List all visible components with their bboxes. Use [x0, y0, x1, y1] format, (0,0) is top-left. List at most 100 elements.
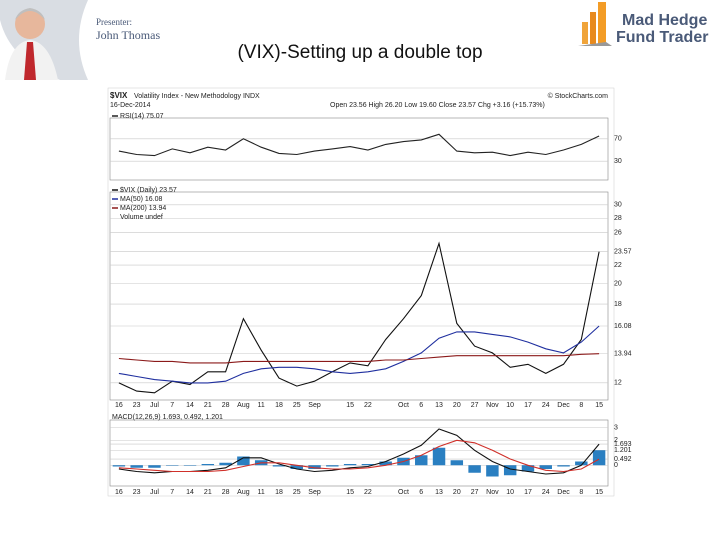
x-tick-label: 27 [471, 489, 479, 496]
x-tick-label: 15 [346, 489, 354, 496]
histogram-bar [361, 464, 375, 466]
x-tick-label: Oct [398, 402, 409, 409]
series-line [118, 325, 600, 384]
histogram-bar [183, 465, 197, 466]
x-tick-label: 11 [258, 489, 265, 496]
histogram-bar [575, 461, 588, 466]
y-tick-label: 0.492 [614, 456, 632, 463]
y-tick-label: 13.94 [614, 351, 632, 358]
x-tick-label: 10 [506, 489, 514, 496]
x-tick-label: Nov [486, 402, 499, 409]
x-tick-label: 14 [186, 402, 194, 409]
y-tick-label: 30 [614, 202, 622, 209]
presenter-tie [24, 42, 36, 80]
x-tick-label: Sep [308, 402, 321, 409]
series-line [118, 428, 600, 475]
presenter-name: John Thomas [96, 28, 160, 42]
histogram-bar [468, 465, 481, 473]
x-tick-label: Jul [150, 402, 159, 409]
legend-label: MA(200) 13.94 [120, 205, 166, 212]
brand-line: Mad Hedge [622, 12, 707, 29]
y-tick-label: 28 [614, 215, 622, 222]
histogram-bar [539, 465, 552, 469]
y-tick-label: 18 [614, 301, 622, 308]
x-tick-label: 27 [471, 402, 479, 409]
x-tick-label: 21 [204, 402, 212, 409]
legend-label: $VIX (Daily) 23.57 [120, 187, 177, 194]
x-tick-label: 25 [293, 402, 301, 409]
x-tick-label: 28 [222, 489, 230, 496]
y-tick-label: 70 [614, 136, 622, 143]
series-line [118, 241, 600, 394]
x-tick-label: 15 [346, 402, 354, 409]
histogram-bar [379, 461, 392, 466]
x-tick-label: Sep [308, 489, 321, 496]
histogram-bar [592, 450, 606, 466]
x-tick-label: Dec [557, 489, 570, 496]
x-tick-label: 6 [419, 489, 423, 496]
x-tick-label: 22 [364, 489, 372, 496]
histogram-bar [521, 465, 535, 472]
panel [109, 419, 609, 487]
panel [109, 117, 609, 181]
histogram-bar [308, 465, 321, 469]
x-tick-label: Oct [398, 489, 409, 496]
panel [109, 191, 609, 401]
series-line [118, 133, 600, 157]
y-tick-label: 16.08 [614, 323, 632, 330]
x-tick-label: 8 [579, 402, 583, 409]
header: Presenter: John Thomas (VIX)-Setting up … [0, 0, 708, 80]
y-tick-label: 23.57 [614, 249, 632, 256]
x-tick-label: 20 [453, 402, 461, 409]
histogram-bar [415, 455, 428, 466]
histogram-bar [237, 456, 250, 466]
chart-quote: Open 23.56 High 26.20 Low 19.60 Close 23… [330, 102, 545, 109]
x-tick-label: 8 [579, 489, 583, 496]
x-tick-label: Nov [486, 489, 499, 496]
logo-bar [582, 22, 588, 44]
chart-title: $VIX [110, 91, 128, 100]
x-tick-label: 7 [170, 489, 174, 496]
y-tick-label: 26 [614, 230, 622, 237]
histogram-bar [130, 465, 143, 468]
x-tick-label: 20 [453, 489, 461, 496]
y-tick-label: 22 [614, 262, 622, 269]
brand-line: Fund Trader [616, 29, 708, 46]
x-tick-label: 16 [115, 402, 123, 409]
y-tick-label: 0 [614, 462, 618, 469]
legend-label: RSI(14) 75.07 [120, 113, 164, 120]
slide-title: (VIX)-Setting up a double top [237, 42, 482, 63]
x-tick-label: 24 [542, 489, 550, 496]
logo-bar [590, 12, 596, 44]
presenter-face [15, 9, 45, 39]
x-tick-label: 22 [364, 402, 372, 409]
y-tick-label: 3 [614, 425, 618, 432]
x-tick-label: 23 [133, 489, 141, 496]
chart-date: 16-Dec-2014 [110, 102, 151, 109]
histogram-bar [219, 462, 232, 466]
histogram-bar [166, 465, 179, 466]
histogram-bar [326, 465, 339, 467]
logo-base [578, 42, 612, 46]
x-tick-label: 16 [115, 489, 123, 496]
x-tick-label: 18 [275, 402, 283, 409]
x-tick-label: Dec [557, 402, 570, 409]
x-tick-label: Aug [237, 402, 250, 409]
x-tick-label: 17 [524, 489, 532, 496]
x-tick-label: 15 [595, 489, 603, 496]
series-line [118, 353, 600, 364]
x-tick-label: 21 [204, 489, 212, 496]
presenter-hair [15, 8, 45, 20]
y-tick-label: 1.693 [614, 441, 632, 448]
x-tick-label: 18 [275, 489, 283, 496]
chart-subtitle: Volatility Index - New Methodology INDX [134, 93, 260, 100]
x-tick-label: 15 [595, 402, 603, 409]
histogram-bar [432, 447, 446, 466]
annotation: Volume undef [120, 214, 163, 221]
legend-label: MACD(12,26,9) 1.693, 0.492, 1.201 [112, 414, 223, 421]
histogram-bar [503, 465, 517, 476]
y-tick-label: 20 [614, 280, 622, 287]
y-tick-label: 12 [614, 380, 622, 387]
histogram-bar [486, 465, 499, 477]
